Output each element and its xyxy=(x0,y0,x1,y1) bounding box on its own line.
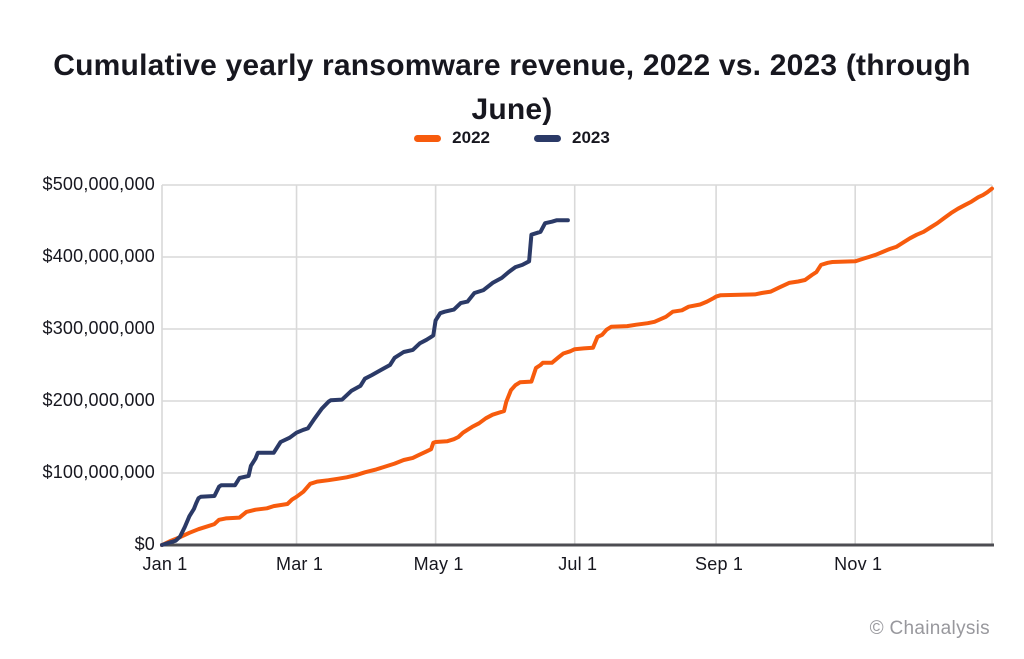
x-axis-label: Jul 1 xyxy=(558,554,598,574)
x-axis-label: Jan 1 xyxy=(142,554,188,574)
x-axis-label: Nov 1 xyxy=(834,554,883,574)
y-axis-label: $100,000,000 xyxy=(42,462,155,482)
y-axis-label: $0 xyxy=(134,534,155,554)
y-axis-label: $500,000,000 xyxy=(42,174,155,194)
legend-swatch-2023 xyxy=(534,134,561,142)
y-axis-label: $400,000,000 xyxy=(42,246,155,266)
x-axis-label: May 1 xyxy=(413,554,464,574)
legend-swatch-2022 xyxy=(414,134,442,142)
series-line-2023 xyxy=(160,218,570,547)
legend: 2022 2023 xyxy=(0,128,1024,148)
x-axis-label: Sep 1 xyxy=(695,554,744,574)
legend-label-2022: 2022 xyxy=(452,128,490,147)
legend-item-2023: 2023 xyxy=(534,128,610,148)
chart-title: Cumulative yearly ransomware revenue, 20… xyxy=(53,49,971,126)
series-line-2022 xyxy=(160,186,994,547)
legend-label-2023: 2023 xyxy=(572,128,610,147)
legend-item-2022: 2022 xyxy=(414,128,490,148)
y-axis-label: $300,000,000 xyxy=(42,318,155,338)
attribution: © Chainalysis xyxy=(869,618,990,639)
x-axis-label: Mar 1 xyxy=(276,554,324,574)
y-axis-label: $200,000,000 xyxy=(42,390,155,410)
